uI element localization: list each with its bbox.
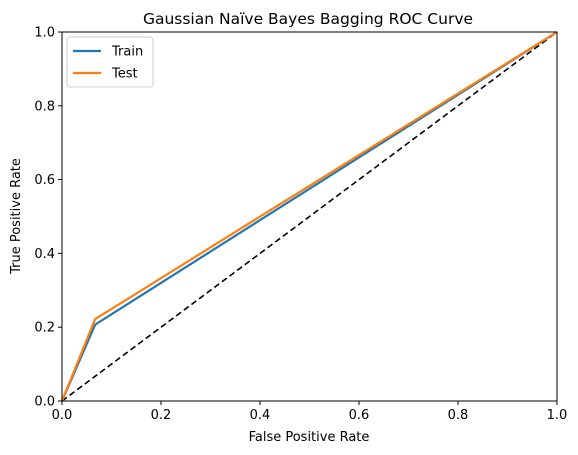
y-tick-label: 1.0 — [34, 26, 55, 41]
plot-area — [60, 31, 558, 402]
x-tick-label: 0.6 — [349, 408, 370, 423]
x-axis-label: False Positive Rate — [249, 430, 370, 445]
y-axis-label: True Positive Rate — [9, 158, 24, 275]
reference-diagonal-line — [61, 31, 558, 402]
legend-label-train: Train — [111, 45, 143, 60]
chart-title: Gaussian Naïve Bayes Bagging ROC Curve — [143, 10, 473, 28]
series-line-test — [60, 31, 558, 402]
chart-marks — [60, 31, 558, 402]
x-tick-label: 1.0 — [547, 408, 568, 423]
legend-box — [66, 36, 154, 88]
x-tick-label: 0.0 — [52, 408, 73, 423]
x-axis: 0.0 0.2 0.4 0.6 0.8 1.0 — [52, 401, 568, 423]
x-tick-label: 0.2 — [151, 408, 172, 423]
legend-label-test: Test — [111, 67, 138, 82]
y-tick-label: 0.8 — [34, 99, 55, 114]
plot-frame — [61, 31, 558, 402]
y-tick-label: 0.4 — [34, 247, 55, 262]
y-tick-label: 0.6 — [34, 173, 55, 188]
y-axis: 0.0 0.2 0.4 0.6 0.8 1.0 — [34, 26, 62, 410]
y-tick-label: 0.0 — [34, 395, 55, 410]
x-tick-label: 0.4 — [250, 408, 271, 423]
y-tick-label: 0.2 — [34, 321, 55, 336]
legend: Train Test — [66, 36, 154, 88]
x-tick-label: 0.8 — [448, 408, 469, 423]
